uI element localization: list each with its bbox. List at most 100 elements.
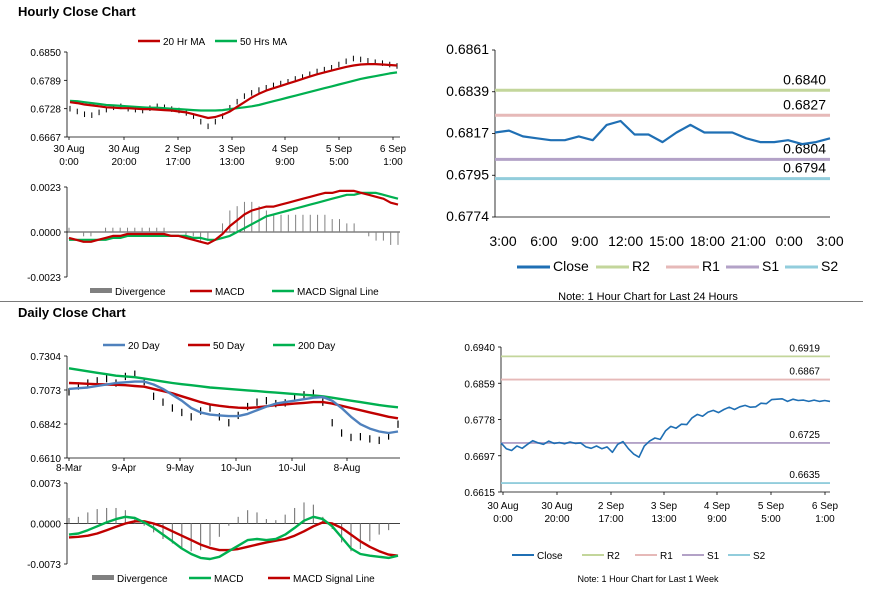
closeweek-xtick-label: 4 Sep 9:00 — [704, 501, 731, 525]
close24-level-s2-label: 0.6794 — [783, 160, 826, 176]
closeweek-ytick-label: 0.6778 — [464, 416, 495, 427]
daily-legend-50day-label: 50 Day — [213, 341, 245, 352]
daily-price-xtick-label: 9-May — [166, 463, 194, 474]
daily-price-xtick-label: 10-Jul — [278, 463, 305, 474]
hourly-price-xtick-label: 5 Sep 5:00 — [326, 144, 353, 168]
close24--ytick-label: 0.6774 — [446, 208, 489, 224]
close24-xtick-label: 0:00 — [776, 233, 803, 249]
hourly-price-xtick-label-line: 17:00 — [165, 157, 190, 168]
hourly-price-xtick-label-line: 0:00 — [59, 157, 79, 168]
closeweek-xtick-label-line: 30 Aug — [487, 501, 518, 512]
closeweek-xtick-label-line: 5:00 — [761, 514, 781, 525]
daily-price-ytick-label: 0.6610 — [30, 454, 61, 465]
hourly-macd-ytick-label: 0.0023 — [30, 183, 61, 194]
daily-price-ytick-label: 0.7073 — [30, 386, 61, 397]
hourly-macd-line — [68, 189, 399, 245]
closeweek-xtick-label-line: 17:00 — [598, 514, 623, 525]
closeweek-xtick-label-line: 3 Sep — [651, 501, 678, 512]
hourly-price-xtick-label: 6 Sep 1:00 — [380, 144, 407, 168]
daily-macd-signal-line — [68, 520, 399, 557]
hourly-legend-50hr-label: 50 Hrs MA — [240, 37, 288, 48]
hourly-20hr-ma-line — [69, 62, 398, 120]
close24-xtick-label: 3:00 — [816, 233, 843, 249]
hourly-price-xtick-label-line: 30 Aug — [53, 144, 84, 155]
hourly-price-xtick-label: 4 Sep 9:00 — [272, 144, 299, 168]
close24-level-r1-label: 0.6827 — [783, 96, 826, 112]
daily-50day-line — [68, 381, 399, 420]
closeweek-legend-close-label: Close — [537, 551, 563, 562]
daily-price-ytick-label: 0.6842 — [30, 420, 61, 431]
daily-price-xtick-label: 8-Mar — [56, 463, 83, 474]
hourly-price-xtick-label-line: 9:00 — [275, 157, 295, 168]
daily-section-title: Daily Close Chart — [18, 305, 126, 320]
closeweek-level-s1-label: 0.6725 — [789, 430, 820, 441]
section-divider — [0, 301, 863, 302]
hourly-price-xtick-label: 30 Aug 20:00 — [108, 144, 139, 168]
close24-level-r2-label: 0.6840 — [783, 71, 826, 87]
hourly-macd-legend-macd-label: MACD — [215, 287, 244, 298]
hourly-price-xtick-label-line: 2 Sep — [165, 144, 192, 155]
daily-price-xtick-label: 8-Aug — [334, 463, 361, 474]
closeweek-xtick-label-line: 13:00 — [651, 514, 676, 525]
daily-macd-ytick-label: -0.0073 — [27, 560, 61, 571]
hourly-price-xtick-label-line: 1:00 — [383, 157, 403, 168]
closeweek-legend-s2-label: S2 — [753, 551, 766, 562]
closeweek-level-r1-label: 0.6867 — [789, 367, 820, 378]
closeweek-xtick-label-line: 9:00 — [707, 514, 727, 525]
close24-legend-s1-label: S1 — [762, 258, 779, 274]
hourly-macd-ytick-label: 0.0000 — [30, 228, 61, 239]
closeweek-level-s2-label: 0.6635 — [789, 470, 820, 481]
daily-macd-legend-divergence-label: Divergence — [117, 574, 168, 585]
daily-macd-legend-signal-label: MACD Signal Line — [293, 574, 375, 585]
close24-xtick-label: 21:00 — [731, 233, 766, 249]
closeweek-xtick-label-line: 5 Sep — [758, 501, 785, 512]
close24-level-s1-label: 0.6804 — [783, 140, 826, 156]
closeweek-xtick-label: 30 Aug 0:00 — [487, 501, 518, 525]
closeweek-xtick-label-line: 2 Sep — [598, 501, 625, 512]
hourly-price-xtick-label: 2 Sep 17:00 — [165, 144, 192, 168]
closeweek-ytick-label: 0.6859 — [464, 379, 495, 390]
close24-legend-close-label: Close — [553, 258, 589, 274]
hourly-macd-ytick-label: -0.0023 — [27, 273, 61, 284]
close24--ytick-label: 0.6839 — [446, 83, 489, 99]
hourly-price-ytick-label: 0.6728 — [30, 105, 61, 116]
close24--ytick-label: 0.6817 — [446, 125, 489, 141]
closeweek-close-line — [500, 397, 831, 459]
closeweek-xtick-label-line: 4 Sep — [704, 501, 731, 512]
close24-legend-s2-label: S2 — [821, 258, 838, 274]
closeweek-xtick-label: 3 Sep 13:00 — [651, 501, 678, 525]
daily-macd-ytick-label: 0.0000 — [30, 520, 61, 531]
close24-close-line — [494, 119, 831, 146]
close24-xtick-label: 12:00 — [608, 233, 643, 249]
closeweek-xtick-label: 5 Sep 5:00 — [758, 501, 785, 525]
closeweek-xtick-label-line: 30 Aug — [541, 501, 572, 512]
daily-200day-line — [68, 367, 399, 409]
close24--ytick-label: 0.6795 — [446, 166, 489, 182]
closeweek-level-r2-label: 0.6919 — [789, 343, 820, 354]
hourly-macd-legend-signal-label: MACD Signal Line — [297, 287, 379, 298]
hourly-macd-legend-divergence-label: Divergence — [115, 287, 166, 298]
hourly-price-xtick-label: 30 Aug 0:00 — [53, 144, 84, 168]
hourly-price-ytick-label: 0.6667 — [30, 133, 61, 144]
closeweek-xtick-label: 2 Sep 17:00 — [598, 501, 625, 525]
daily-legend-200day-label: 200 Day — [298, 341, 335, 352]
close24-note: Note: 1 Hour Chart for Last 24 Hours — [558, 291, 738, 303]
close24-legend-r1-label: R1 — [702, 258, 720, 274]
close24-legend-r2-label: R2 — [632, 258, 650, 274]
daily-20day-line — [68, 380, 399, 435]
closeweek-xtick-label-line: 1:00 — [815, 514, 835, 525]
close24-xtick-label: 9:00 — [571, 233, 598, 249]
daily-price-ytick-label: 0.7304 — [30, 352, 61, 363]
hourly-section-title: Hourly Close Chart — [18, 4, 136, 19]
hourly-price-ytick-label: 0.6789 — [30, 76, 61, 87]
hourly-macd-legend-divergence-swatch — [90, 288, 112, 293]
closeweek-legend-s1-label: S1 — [707, 551, 720, 562]
hourly-price-xtick-label-line: 30 Aug — [108, 144, 139, 155]
closeweek-xtick-label: 6 Sep 1:00 — [812, 501, 839, 525]
closeweek-note: Note: 1 Hour Chart for Last 1 Week — [578, 574, 719, 584]
closeweek-ytick-label: 0.6940 — [464, 343, 495, 354]
close24-xtick-label: 6:00 — [530, 233, 557, 249]
hourly-price-xtick-label-line: 20:00 — [111, 157, 136, 168]
close24-xtick-label: 3:00 — [489, 233, 516, 249]
close24--ytick-label: 0.6861 — [446, 41, 489, 57]
